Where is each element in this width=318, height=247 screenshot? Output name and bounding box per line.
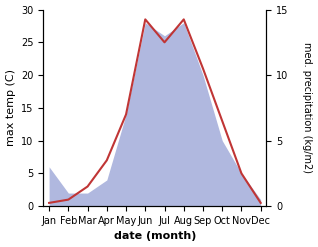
Y-axis label: max temp (C): max temp (C) [5, 69, 16, 146]
Y-axis label: med. precipitation (kg/m2): med. precipitation (kg/m2) [302, 42, 313, 173]
X-axis label: date (month): date (month) [114, 231, 196, 242]
